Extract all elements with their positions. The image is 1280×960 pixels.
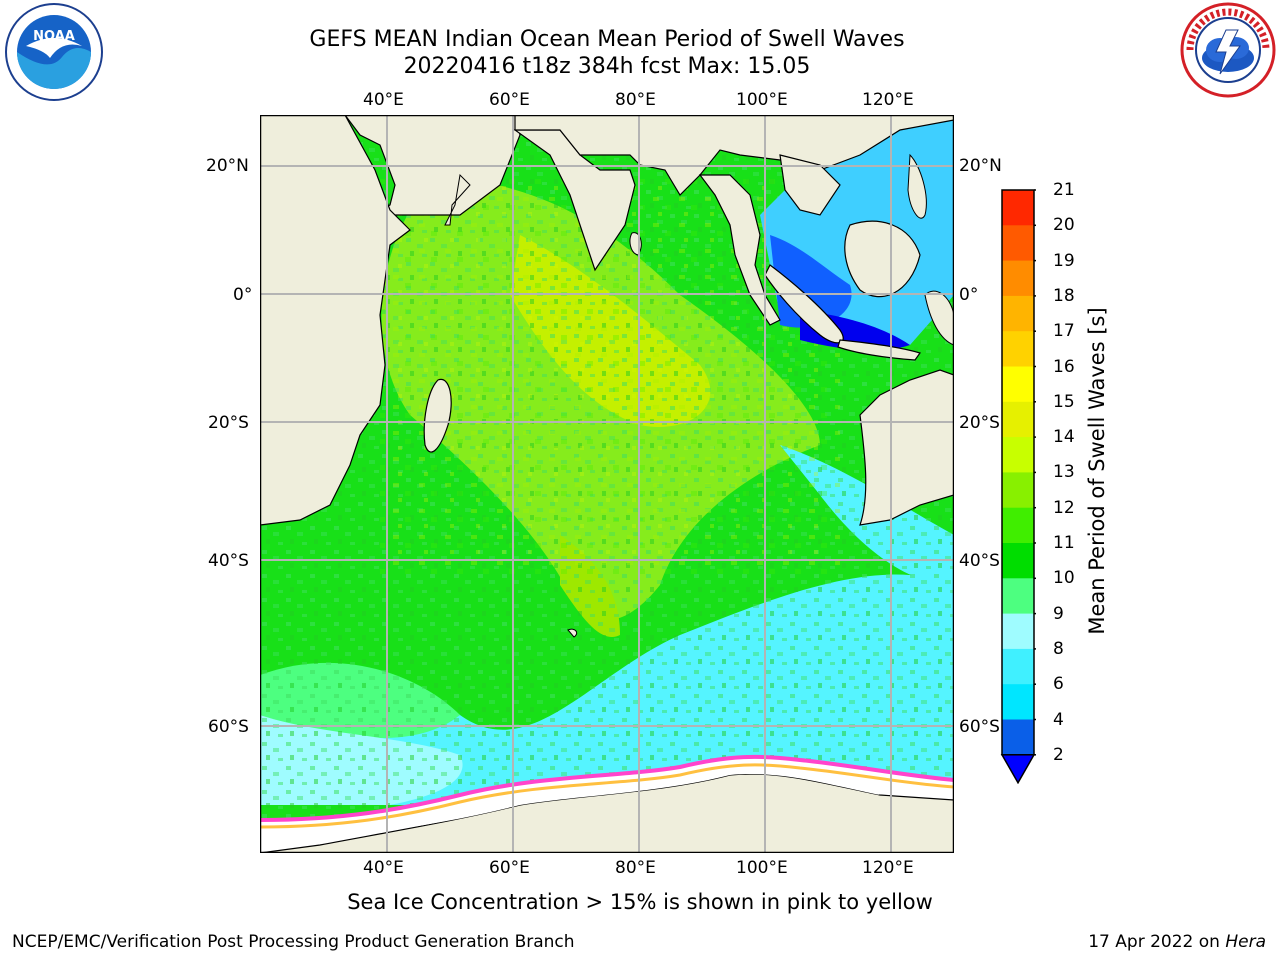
- colorbar-segment: [1002, 543, 1034, 579]
- colorbar-tick-label: 8: [1053, 638, 1064, 659]
- graticule: [260, 115, 954, 853]
- colorbar-segment: [1002, 225, 1034, 262]
- colorbar-tick-label: 11: [1053, 533, 1075, 553]
- nws-logo: [1180, 2, 1276, 98]
- ice-shelf: [350, 770, 880, 835]
- lon-top-80e: 80°E: [615, 90, 656, 110]
- lon-bottom-100e: 100°E: [736, 858, 788, 878]
- colorbar-tick-label: 2: [1053, 744, 1064, 765]
- noaa-logo: NOAA: [5, 3, 103, 101]
- footer-credit: NCEP/EMC/Verification Post Processing Pr…: [12, 932, 575, 952]
- sea-ice-edge-yellow: [260, 763, 954, 829]
- colorbar-tick-label: 17: [1053, 321, 1075, 342]
- colorbar-tick-label: 21: [1053, 180, 1075, 200]
- colorbar-tick-label: 6: [1053, 674, 1064, 695]
- colorbar-segment: [1002, 613, 1034, 650]
- lat-left-0: 0°: [233, 285, 253, 305]
- footer-machine: Hera: [1225, 932, 1266, 952]
- colorbar-tick-label: 4: [1053, 709, 1064, 730]
- swell-period-map: [260, 115, 954, 853]
- madagascar: [423, 378, 452, 453]
- australia: [859, 369, 954, 526]
- lon-top-60e: 60°E: [489, 90, 530, 110]
- sumatra: [764, 264, 844, 344]
- colorbar-segment: [1002, 684, 1034, 720]
- map-frame: [260, 115, 954, 853]
- colorbar-segment: [1002, 472, 1034, 509]
- colorbar-tick-label: 10: [1053, 568, 1075, 589]
- lon-bottom-120e: 120°E: [862, 858, 914, 878]
- colorbar-segment: [1002, 295, 1034, 332]
- colorbar-tick-label: 15: [1053, 391, 1075, 412]
- colorbar-segment: [1002, 366, 1034, 403]
- lat-right-20n: 20°N: [959, 156, 1002, 176]
- title-line-2: 20220416 t18z 384h fcst Max: 15.05: [403, 54, 811, 79]
- colorbar-tick-label: 19: [1053, 250, 1075, 271]
- lon-bottom-80e: 80°E: [615, 858, 656, 878]
- colorbar-tick-label: 18: [1053, 285, 1075, 306]
- svg-text:NOAA: NOAA: [33, 29, 75, 44]
- colorbar-tick-label: 20: [1053, 215, 1075, 236]
- footer-date-text: 17 Apr 2022 on: [1088, 932, 1226, 952]
- lat-right-60s: 60°S: [959, 717, 1000, 737]
- sea-ice-edge-pink: [260, 754, 954, 822]
- colorbar-segment: [1002, 331, 1034, 367]
- lon-bottom-40e: 40°E: [363, 858, 404, 878]
- java: [837, 339, 921, 361]
- colorbar-segment: [1002, 648, 1034, 685]
- colorbar-segment: [1002, 578, 1034, 615]
- lat-left-40s: 40°S: [208, 551, 249, 571]
- title-line-1: GEFS MEAN Indian Ocean Mean Period of Sw…: [309, 27, 905, 52]
- colorbar-segment: [1002, 401, 1034, 438]
- colorbar-under-arrow: [1000, 754, 1036, 784]
- philippines: [907, 153, 927, 219]
- colorbar: [1000, 189, 1036, 784]
- lat-right-0: 0°: [959, 285, 979, 305]
- footer-date: 17 Apr 2022 on Hera: [1088, 932, 1266, 952]
- colorbar-tick-label: 16: [1053, 356, 1075, 377]
- kerguelen-island: [567, 628, 578, 638]
- lon-bottom-60e: 60°E: [489, 858, 530, 878]
- lon-top-120e: 120°E: [862, 90, 914, 110]
- sea-ice-note: Sea Ice Concentration > 15% is shown in …: [347, 890, 933, 914]
- colorbar-tick-label: 12: [1053, 497, 1075, 518]
- colorbar-segment: [1002, 190, 1034, 226]
- colorbar-segment: [1002, 437, 1034, 473]
- colorbar-tick-label: 13: [1053, 462, 1075, 483]
- lon-top-100e: 100°E: [736, 90, 788, 110]
- colorbar-tick-label: 9: [1053, 603, 1064, 624]
- lon-top-40e: 40°E: [363, 90, 404, 110]
- lat-left-20s: 20°S: [208, 413, 249, 433]
- colorbar-tick-label: 14: [1053, 427, 1075, 448]
- horn-of-africa: [444, 173, 471, 226]
- lat-left-20n: 20°N: [206, 156, 249, 176]
- asia-mainland: [514, 115, 954, 196]
- malay-peninsula: [698, 174, 781, 326]
- sulawesi-new-guinea: [924, 290, 954, 346]
- colorbar-title: Mean Period of Swell Waves [s]: [1085, 307, 1109, 635]
- lat-right-40s: 40°S: [959, 551, 1000, 571]
- lat-right-20s: 20°S: [959, 413, 1000, 433]
- colorbar-segment: [1002, 507, 1034, 544]
- lat-left-60s: 60°S: [208, 717, 249, 737]
- colorbar-segment: [1002, 719, 1034, 756]
- colorbar-segment: [1002, 260, 1034, 297]
